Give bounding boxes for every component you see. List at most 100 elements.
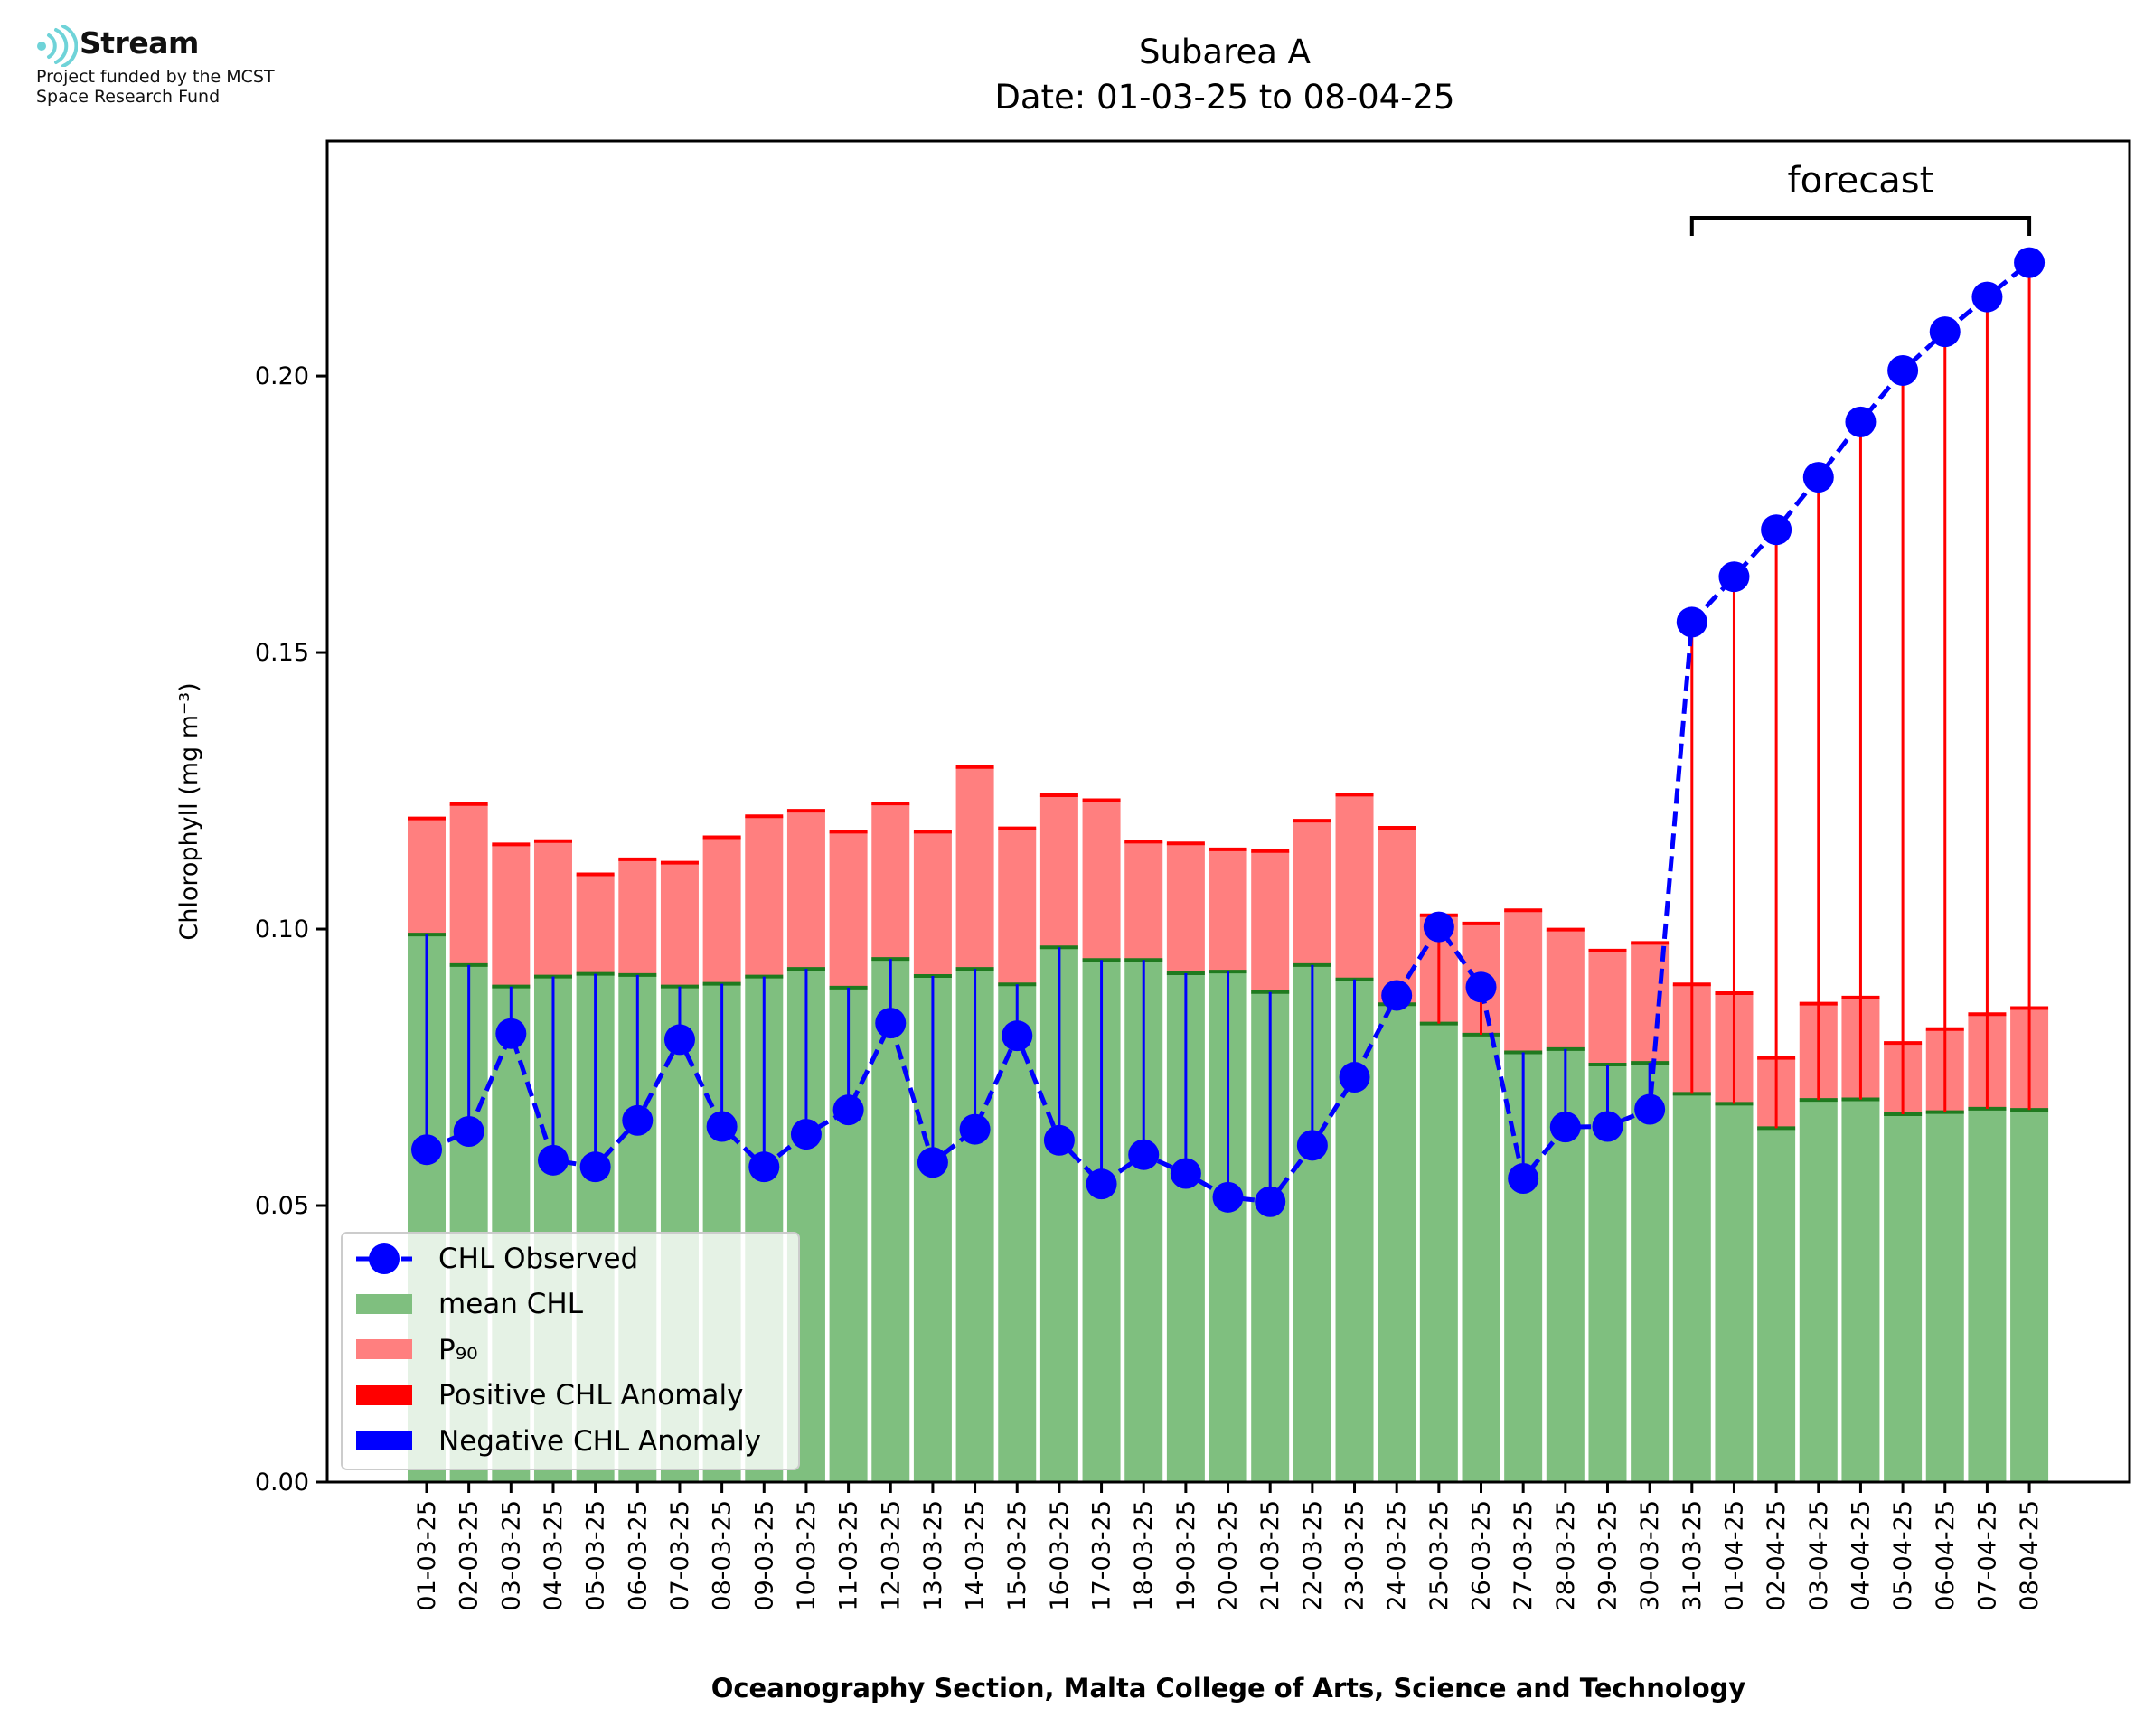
observed-point-15-03-25: [1002, 1020, 1033, 1052]
x-tick-label-10-03-25: 10-03-25: [793, 1500, 821, 1611]
observed-point-11-03-25: [832, 1094, 864, 1126]
chart-title: Subarea A: [1139, 33, 1311, 71]
observed-point-24-03-25: [1381, 980, 1413, 1011]
observed-point-17-03-25: [1086, 1168, 1117, 1200]
x-tick-label-21-03-25: 21-03-25: [1256, 1500, 1284, 1611]
x-tick-label-27-03-25: 27-03-25: [1510, 1500, 1538, 1611]
x-tick-label-02-03-25: 02-03-25: [456, 1500, 484, 1611]
legend-label-mean-chl: mean CHL: [438, 1288, 584, 1320]
logo-name: Stream: [80, 25, 199, 61]
legend-box: [341, 1232, 800, 1470]
y-tick-label-0.00: 0.00: [255, 1469, 309, 1497]
observed-point-03-03-25: [495, 1018, 527, 1049]
y-tick-label-0.10: 0.10: [255, 915, 309, 943]
legend-item-mean-chl: mean CHL: [356, 1288, 584, 1320]
x-tick-label-17-03-25: 17-03-25: [1088, 1500, 1116, 1611]
observed-point-05-04-25: [1887, 354, 1919, 386]
forecast-annotation: forecast: [1689, 160, 2032, 236]
x-axis: 01-03-25 02-03-25 03-03-25 04-03-25 05-03-25…: [413, 1482, 2044, 1611]
observed-point-04-04-25: [1845, 406, 1877, 437]
p90-bar-10-03-25: [786, 811, 825, 970]
mean-bar-25-03-25: [1419, 1023, 1458, 1482]
mean-bar-24-03-25: [1378, 1004, 1416, 1482]
forecast-bracket: [1689, 216, 2032, 236]
p90-bar-23-03-25: [1335, 794, 1374, 980]
p90-bar-27-03-25: [1504, 910, 1543, 1053]
legend-item-positive-anomaly: Positive CHL Anomaly: [356, 1379, 743, 1412]
y-tick-label-0.05: 0.05: [255, 1192, 309, 1220]
p90-bar-18-03-25: [1124, 841, 1163, 961]
legend-swatch-mean-chl: [356, 1294, 412, 1314]
x-tick-label-07-04-25: 07-04-25: [1973, 1500, 2001, 1611]
mean-bar-12-03-25: [871, 959, 910, 1482]
observed-point-20-03-25: [1212, 1181, 1244, 1213]
observed-point-25-03-25: [1423, 911, 1454, 943]
x-tick-label-06-03-25: 06-03-25: [624, 1500, 652, 1611]
mean-bar-03-04-25: [1799, 1100, 1838, 1482]
mean-bar-26-03-25: [1462, 1034, 1500, 1482]
x-tick-label-03-03-25: 03-03-25: [497, 1500, 525, 1611]
observed-point-09-03-25: [748, 1151, 780, 1183]
legend-marker-chl-observed: [369, 1243, 400, 1274]
x-tick-label-23-03-25: 23-03-25: [1341, 1500, 1369, 1611]
x-tick-label-30-03-25: 30-03-25: [1636, 1500, 1664, 1611]
x-tick-label-05-03-25: 05-03-25: [582, 1500, 610, 1611]
observed-point-16-03-25: [1043, 1124, 1075, 1156]
x-tick-label-11-03-25: 11-03-25: [835, 1500, 863, 1611]
x-tick-label-20-03-25: 20-03-25: [1215, 1500, 1243, 1611]
legend: CHL Observed mean CHL P₉₀ Positive CHL A…: [341, 1232, 800, 1470]
observed-point-05-03-25: [579, 1151, 611, 1183]
x-tick-label-29-03-25: 29-03-25: [1594, 1500, 1622, 1611]
x-tick-label-09-03-25: 09-03-25: [750, 1500, 778, 1611]
legend-swatch-positive-anomaly: [356, 1385, 412, 1405]
observed-point-08-04-25: [2014, 247, 2046, 278]
x-tick-label-26-03-25: 26-03-25: [1468, 1500, 1496, 1611]
x-tick-label-08-03-25: 08-03-25: [709, 1500, 737, 1611]
x-tick-label-04-04-25: 04-04-25: [1847, 1500, 1875, 1611]
observed-point-18-03-25: [1128, 1139, 1160, 1170]
observed-point-07-03-25: [663, 1024, 695, 1056]
x-tick-label-24-03-25: 24-03-25: [1383, 1500, 1411, 1611]
observed-point-30-03-25: [1634, 1093, 1666, 1125]
observed-point-08-03-25: [706, 1111, 738, 1142]
stream-logo: Stream Project funded by the MCST Space …: [34, 22, 342, 112]
legend-label-p90: P₉₀: [438, 1334, 478, 1366]
mean-bar-30-03-25: [1631, 1063, 1670, 1482]
p90-bar-14-03-25: [955, 766, 994, 970]
p90-bar-16-03-25: [1039, 794, 1078, 948]
x-tick-label-16-03-25: 16-03-25: [1046, 1500, 1074, 1611]
p90-bar-13-03-25: [913, 831, 952, 977]
p90-bar-22-03-25: [1293, 821, 1331, 965]
p90-bar-05-03-25: [576, 874, 615, 974]
chart-subtitle: Date: 01-03-25 to 08-04-25: [994, 78, 1454, 117]
y-axis-label: Chlorophyll (mg m⁻³): [175, 682, 203, 940]
x-tick-label-31-03-25: 31-03-25: [1679, 1500, 1707, 1611]
mean-bar-01-04-25: [1715, 1103, 1754, 1482]
observed-point-28-03-25: [1549, 1112, 1581, 1143]
observed-point-12-03-25: [875, 1008, 907, 1039]
p90-bar-04-03-25: [533, 840, 572, 977]
p90-bar-09-03-25: [745, 816, 784, 977]
p90-bar-30-03-25: [1631, 943, 1670, 1064]
mean-bar-05-04-25: [1884, 1114, 1923, 1482]
observed-point-21-03-25: [1255, 1186, 1286, 1217]
p90-bar-03-03-25: [492, 844, 531, 987]
observed-point-27-03-25: [1508, 1163, 1539, 1195]
observed-point-04-03-25: [537, 1144, 569, 1176]
observed-point-02-03-25: [453, 1116, 484, 1148]
legend-swatch-negative-anomaly: [356, 1431, 412, 1450]
p90-bar-15-03-25: [998, 828, 1037, 985]
observed-line-layer: [411, 247, 2046, 1217]
mean-bar-07-04-25: [1968, 1108, 2007, 1482]
legend-item-p90: P₉₀: [356, 1334, 478, 1366]
observed-point-22-03-25: [1296, 1130, 1328, 1161]
x-tick-label-15-03-25: 15-03-25: [1003, 1500, 1031, 1611]
x-tick-label-04-03-25: 04-03-25: [540, 1500, 568, 1611]
x-tick-label-07-03-25: 07-03-25: [666, 1500, 694, 1611]
observed-point-14-03-25: [959, 1113, 991, 1145]
p90-bar-06-03-25: [618, 859, 657, 975]
y-tick-label-0.20: 0.20: [255, 362, 309, 390]
p90-bar-07-03-25: [660, 862, 699, 987]
x-tick-label-06-04-25: 06-04-25: [1932, 1500, 1960, 1611]
x-tick-label-12-03-25: 12-03-25: [877, 1500, 905, 1611]
